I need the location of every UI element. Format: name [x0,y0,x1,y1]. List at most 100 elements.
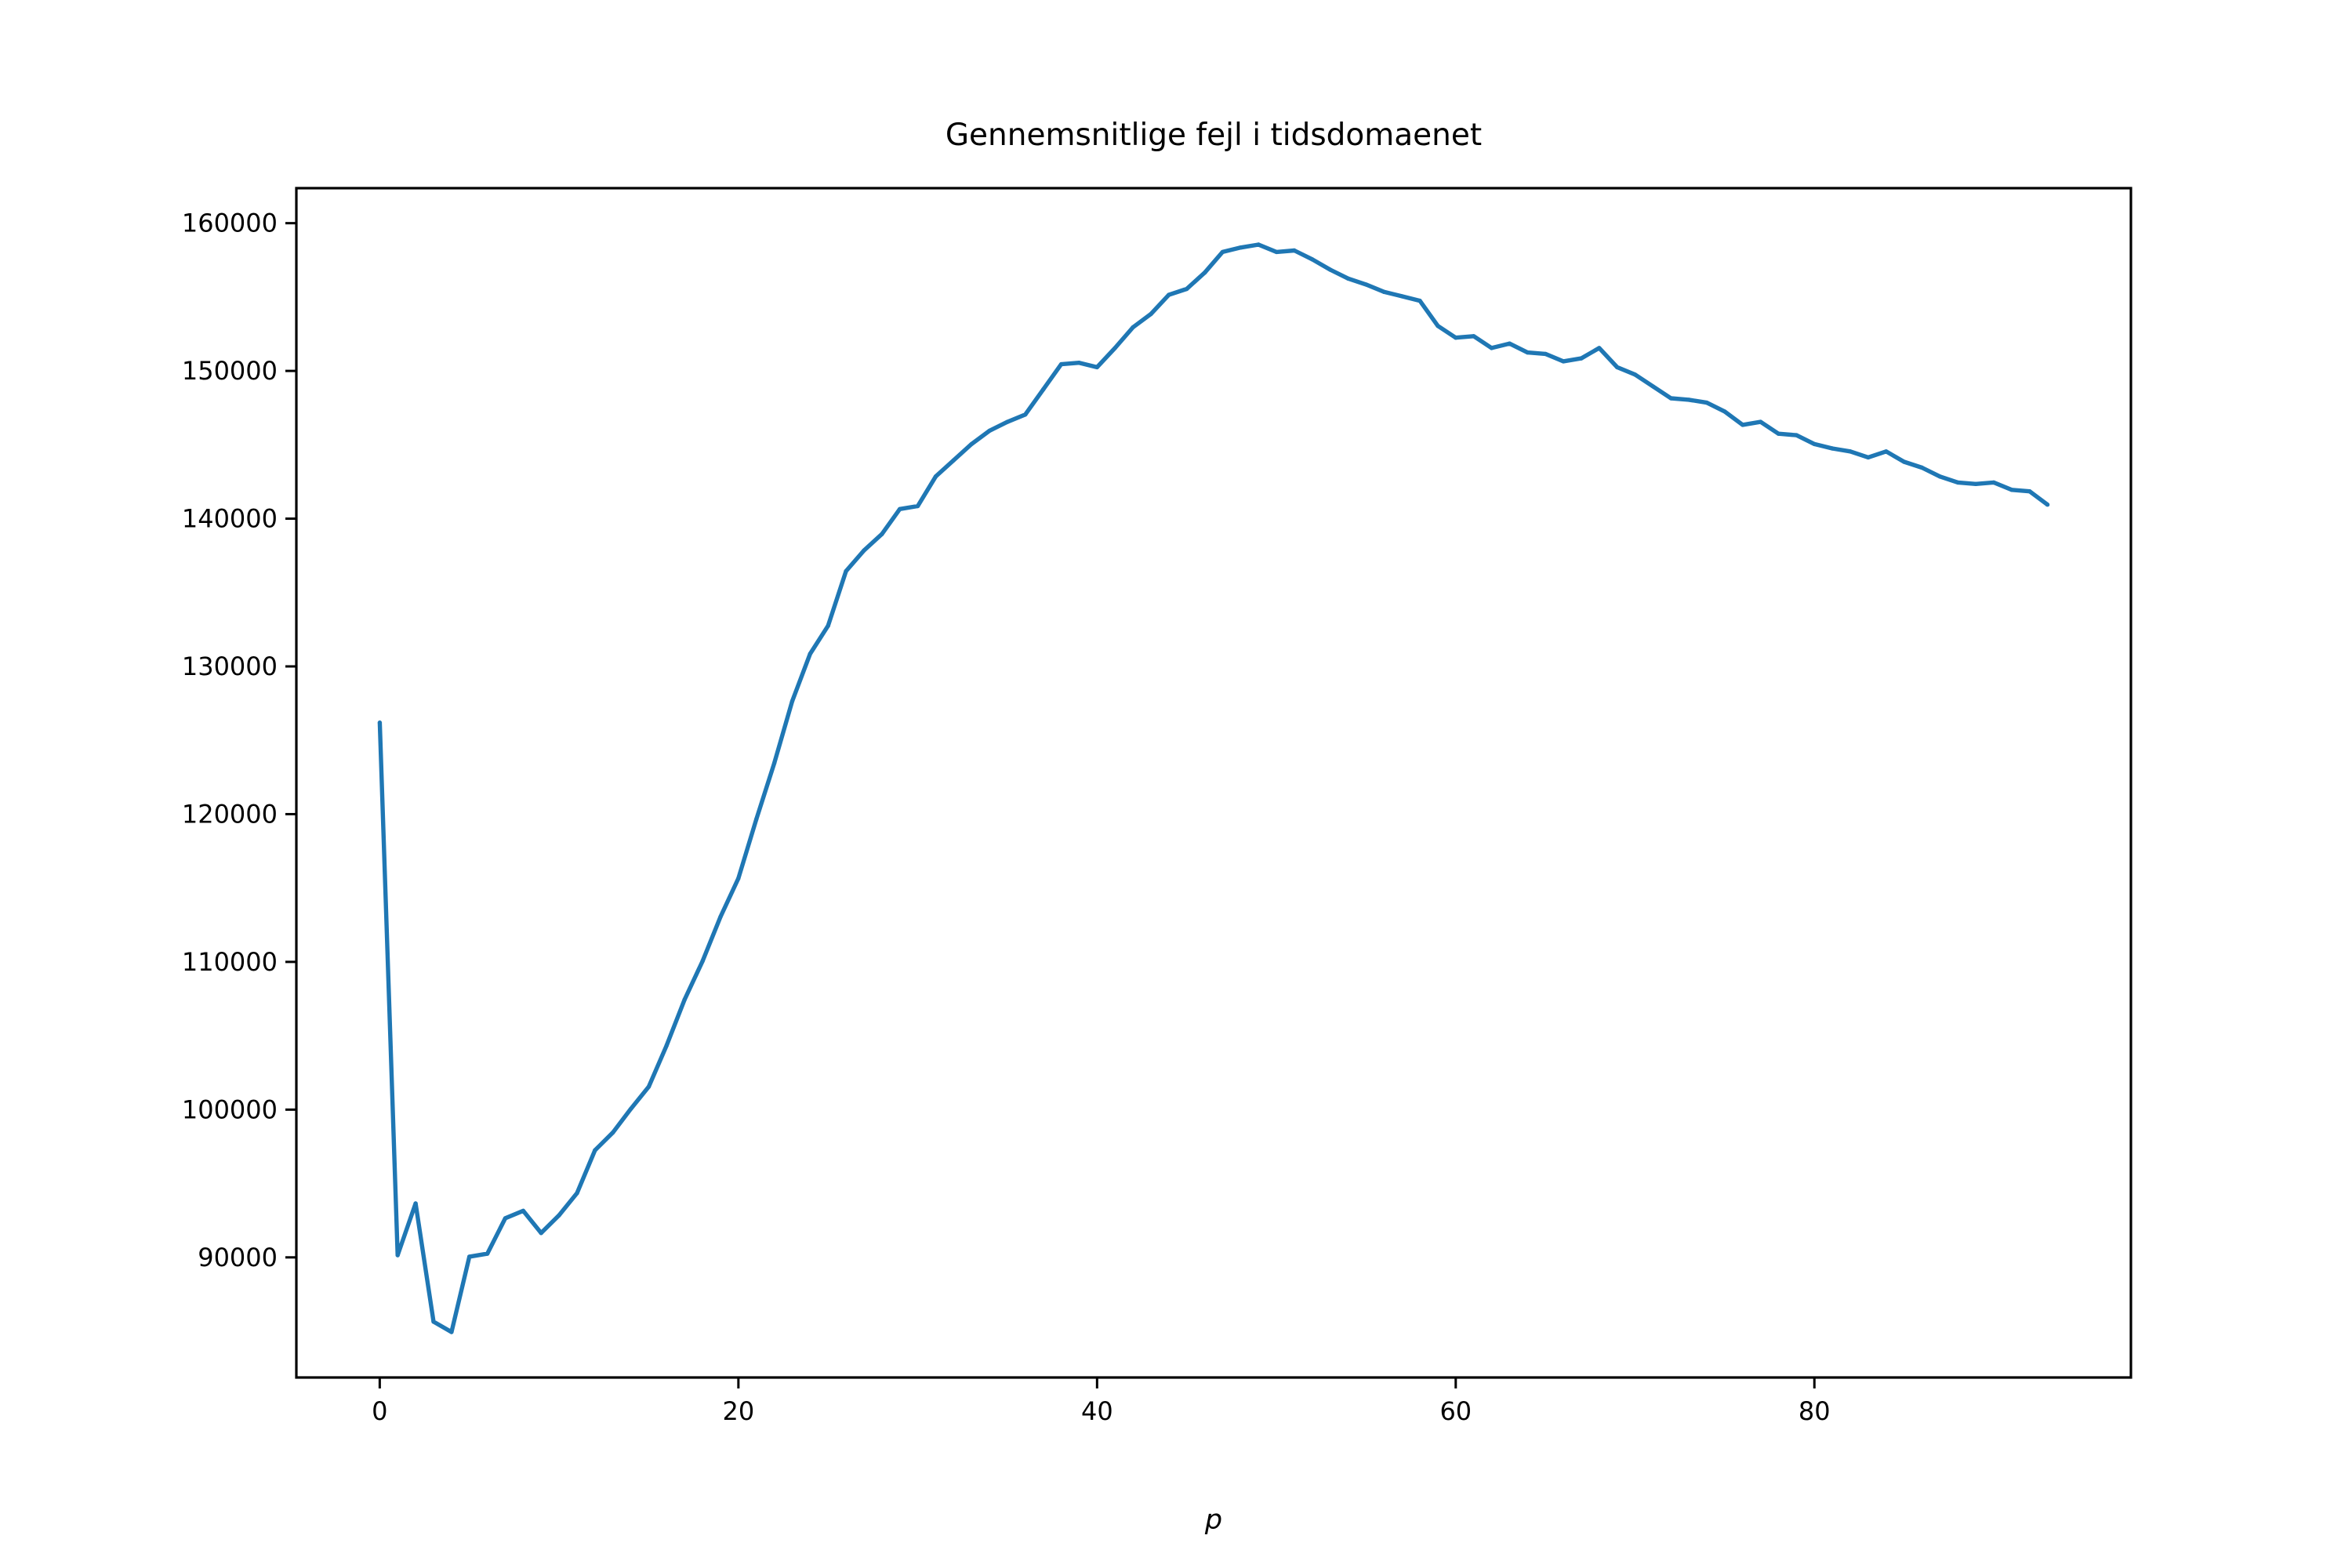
x-tick-label: 60 [1439,1396,1472,1426]
x-tick-label: 40 [1081,1396,1113,1426]
data-point [1740,423,1745,427]
data-point [1292,248,1297,253]
data-point [467,1254,472,1259]
data-point [1722,409,1727,414]
data-point [1686,397,1691,402]
data-point [1632,372,1638,377]
data-point [969,441,974,447]
data-point [1436,323,1440,328]
x-axis-label: p [1204,1504,1222,1536]
data-point [1149,311,1153,317]
data-point [1274,249,1279,255]
data-point [1830,446,1835,451]
data-point [1489,346,1494,350]
data-point [1848,449,1853,454]
data-point [1256,242,1261,247]
y-tick-label: 130000 [182,652,278,681]
data-point [1668,396,1673,401]
chart-title: Gennemsnitlige fejl i tidsdomaenet [946,118,1482,153]
data-point [951,458,956,463]
data-point [915,503,920,509]
data-point [485,1251,490,1256]
data-point [1112,346,1117,350]
data-point [880,532,884,536]
data-point [1507,341,1512,346]
y-tick-label: 150000 [182,356,278,386]
data-point [1310,257,1315,262]
data-point [1794,433,1799,437]
data-point [1919,465,1925,470]
data-point [1812,441,1817,447]
data-point [1901,459,1907,464]
data-point [933,474,938,479]
y-tick-label: 140000 [182,504,278,534]
x-tick-label: 0 [372,1396,387,1426]
data-point [1185,286,1189,292]
data-point [862,548,866,553]
data-point [1866,455,1871,460]
data-point [754,817,759,822]
data-point [736,876,741,881]
y-tick-label: 110000 [182,947,278,977]
data-point [1167,292,1171,297]
data-point [1023,412,1028,417]
x-axis-ticks: 0 20 40 60 80 [372,1377,1831,1426]
data-point [593,1148,597,1152]
y-tick-label: 90000 [198,1243,278,1272]
x-tick-label: 20 [722,1396,754,1426]
data-point [1579,356,1584,361]
series-line [377,242,2049,1334]
data-point [1220,249,1225,255]
data-point [1543,351,1548,357]
data-point [1381,289,1387,294]
data-point [1937,474,1943,479]
data-point [449,1330,454,1334]
data-point [557,1213,561,1218]
data-point [1076,361,1082,365]
data-point [1991,480,1996,485]
data-point [2045,503,2050,507]
data-point [682,997,687,1002]
data-point [2027,489,2032,494]
data-point [1131,325,1135,330]
data-point [789,699,795,703]
data-point [1202,270,1207,275]
data-point [718,914,723,920]
data-point [1759,419,1763,424]
data-point [611,1130,615,1135]
data-point [646,1084,652,1089]
data-point [1561,359,1566,364]
y-tick-label: 160000 [182,209,278,238]
data-point [1041,387,1046,392]
data-point [1454,336,1458,340]
data-point [1884,449,1889,454]
data-point [1472,334,1476,339]
data-point [539,1231,543,1236]
data-point [1328,267,1333,272]
data-point [1058,361,1064,367]
data-point [1094,365,1100,370]
data-point [1704,400,1709,405]
y-axis-ticks: 90000 100000 110000 120000 130000 140000 15000… [182,209,296,1272]
data-point [395,1253,400,1258]
data-point [844,568,848,574]
data-point [521,1208,526,1214]
data-point [1238,245,1243,250]
data-point [628,1106,633,1112]
data-point [771,760,777,766]
data-point [898,506,902,511]
y-tick-label: 120000 [182,799,278,829]
data-point [808,652,813,656]
axes-frame [295,187,2132,1379]
data-point [575,1191,579,1196]
data-point [1525,350,1530,355]
data-point [2009,488,2014,492]
data-point [503,1216,508,1221]
data-point [1650,384,1656,389]
data-points [377,242,2050,1334]
data-point [413,1201,418,1206]
data-point [987,428,992,434]
data-point [700,959,705,964]
